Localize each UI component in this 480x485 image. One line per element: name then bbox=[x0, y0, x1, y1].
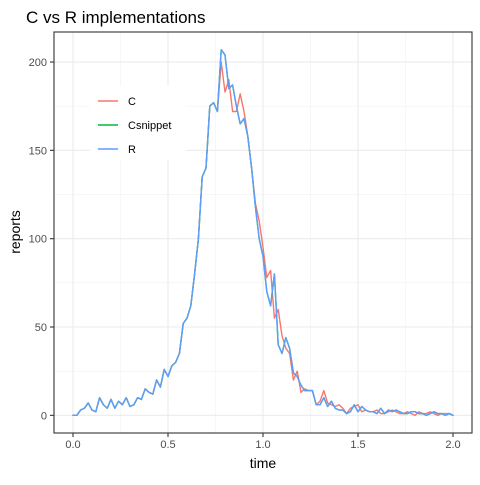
y-axis-title: reports bbox=[7, 210, 23, 254]
x-tick-label: 1.0 bbox=[255, 439, 270, 451]
x-tick-label: 2.0 bbox=[445, 439, 460, 451]
grid-major bbox=[54, 32, 472, 433]
x-tick-label: 0.0 bbox=[65, 439, 80, 451]
x-tick-label: 1.5 bbox=[350, 439, 365, 451]
y-axis: 0 50 100 150 200 bbox=[29, 57, 54, 422]
x-axis: 0.0 0.5 1.0 1.5 2.0 bbox=[65, 433, 461, 451]
series-line-r bbox=[72, 48, 454, 417]
legend-label-r: R bbox=[128, 144, 136, 156]
y-tick-label: 150 bbox=[29, 145, 47, 157]
y-tick-label: 50 bbox=[35, 322, 47, 334]
y-tick-label: 0 bbox=[41, 410, 47, 422]
y-tick-label: 100 bbox=[29, 234, 47, 246]
legend-label-csnippet: Csnippet bbox=[128, 120, 171, 132]
x-axis-title: time bbox=[250, 455, 277, 471]
series-lines bbox=[72, 48, 454, 417]
legend-background bbox=[90, 86, 186, 160]
legend: C Csnippet R bbox=[90, 86, 186, 160]
x-tick-label: 0.5 bbox=[160, 439, 175, 451]
legend-label-c: C bbox=[128, 96, 136, 108]
y-tick-label: 200 bbox=[29, 57, 47, 69]
chart-title: C vs R implementations bbox=[26, 8, 206, 27]
